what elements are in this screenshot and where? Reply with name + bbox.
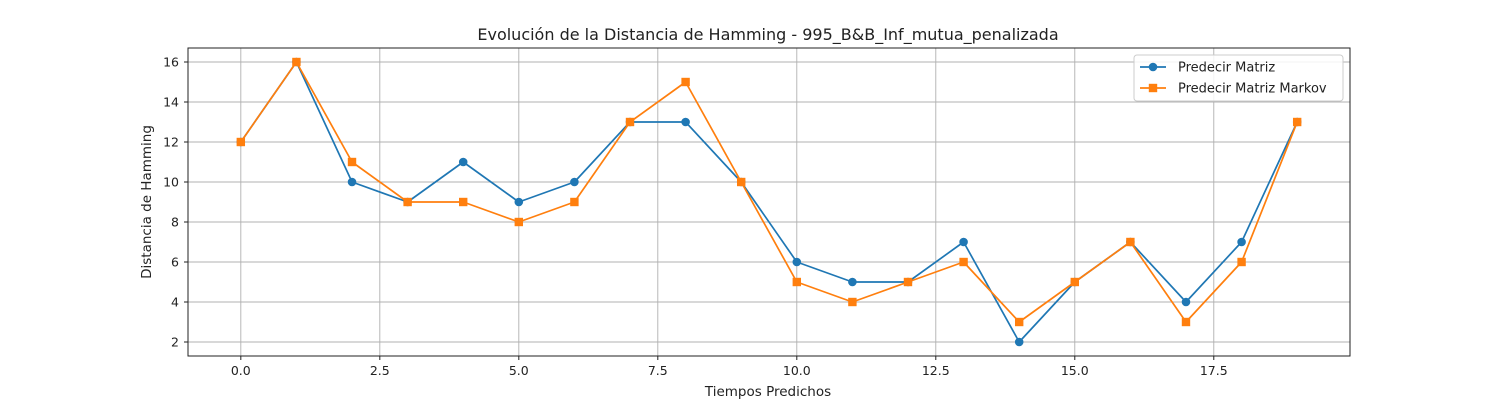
data-point	[1126, 237, 1135, 247]
grid	[188, 48, 1350, 356]
data-point	[347, 157, 357, 167]
y-tick-label: 16	[163, 55, 179, 70]
x-axis: 0.0 2.5 5.0 7.5 10.0 12.5 15.0 17.5	[231, 356, 1228, 378]
y-axis-label: Distancia de Hamming	[139, 125, 155, 279]
x-tick-label: 12.5	[922, 363, 950, 378]
data-point	[403, 197, 412, 207]
data-point	[792, 277, 801, 287]
data-point	[570, 177, 579, 187]
data-point	[681, 77, 690, 87]
x-tick-label: 17.5	[1200, 363, 1228, 378]
legend-frame	[1133, 54, 1344, 102]
data-point	[625, 117, 635, 127]
x-tick-label: 5.0	[509, 363, 529, 378]
series-layer	[236, 57, 1302, 347]
data-point	[959, 237, 968, 247]
y-tick-label: 14	[163, 95, 179, 110]
legend-marker	[1148, 83, 1158, 93]
data-point	[292, 57, 301, 67]
series-2	[236, 57, 1302, 327]
y-tick-label: 6	[171, 255, 179, 270]
chart-title: Evolución de la Distancia de Hamming - 9…	[477, 25, 1058, 45]
y-tick-label: 4	[171, 295, 179, 310]
data-point	[1292, 117, 1302, 127]
x-axis-label: Tiempos Predichos	[704, 384, 831, 400]
data-point	[1237, 257, 1246, 267]
y-tick-label: 2	[171, 335, 179, 350]
data-point	[570, 197, 579, 207]
data-point	[959, 257, 968, 267]
data-point	[1014, 337, 1024, 347]
data-point	[1181, 297, 1191, 307]
data-point	[347, 177, 357, 187]
data-point	[848, 277, 857, 287]
data-point	[1070, 277, 1079, 287]
y-axis: 2 4 6 8 10 12 14 16	[163, 55, 188, 350]
series-line	[240, 61, 1298, 323]
y-tick-label: 8	[171, 215, 179, 230]
legend-item: Predecir Matriz Markov	[1140, 82, 1327, 97]
y-tick-label: 10	[163, 175, 179, 190]
x-tick-label: 2.5	[370, 363, 390, 378]
data-point	[737, 177, 746, 187]
data-point	[514, 197, 524, 207]
data-point	[681, 117, 690, 127]
x-tick-label: 15.0	[1061, 363, 1089, 378]
plot-frame	[187, 47, 1351, 357]
legend: Predecir Matriz Predecir Matriz Markov	[1133, 54, 1344, 102]
y-tick-label: 12	[163, 135, 179, 150]
data-point	[903, 277, 913, 287]
data-point	[1014, 317, 1024, 327]
data-point	[792, 257, 802, 267]
series-line	[240, 61, 1298, 343]
x-tick-label: 0.0	[231, 363, 251, 378]
legend-item: Predecir Matriz	[1140, 61, 1275, 76]
data-point	[1237, 237, 1246, 247]
x-tick-label: 10.0	[783, 363, 811, 378]
x-tick-label: 7.5	[648, 363, 668, 378]
data-point	[458, 157, 468, 167]
legend-label: Predecir Matriz	[1178, 61, 1275, 76]
data-point	[459, 197, 468, 207]
legend-label: Predecir Matriz Markov	[1178, 82, 1327, 97]
data-point	[848, 297, 857, 307]
legend-marker	[1148, 62, 1158, 72]
data-point	[514, 217, 524, 227]
data-point	[1181, 317, 1191, 327]
data-point	[236, 137, 246, 147]
